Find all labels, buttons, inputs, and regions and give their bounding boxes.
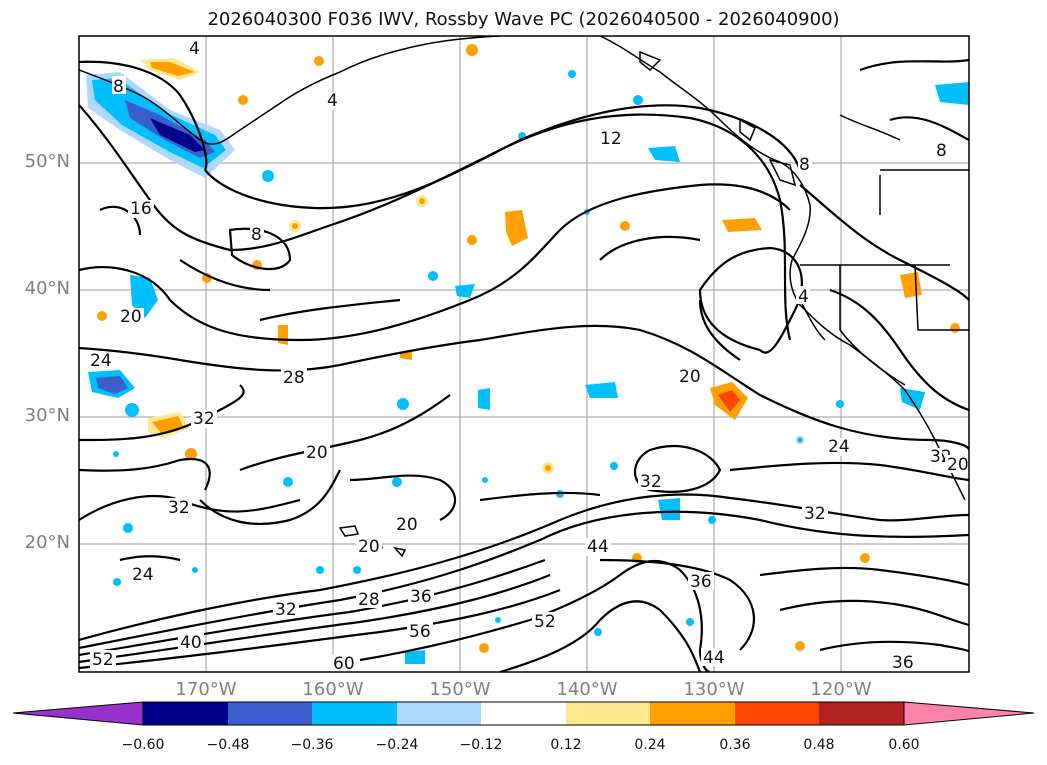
- colorbar-tick-label: −0.60: [121, 737, 165, 753]
- colorbar-segment: [566, 702, 650, 725]
- lat-label: 20°N: [24, 532, 70, 553]
- contour-label: 28: [358, 590, 380, 610]
- map-title: 2026040300 F036 IWV, Rossby Wave PC (202…: [207, 9, 840, 30]
- colorbar-segment: [819, 702, 904, 725]
- contour-label: 36: [410, 587, 432, 607]
- iwv-contours: [79, 58, 969, 672]
- contour-label: 36: [892, 653, 914, 673]
- colorbar-tick-label: 0.48: [803, 737, 835, 753]
- contour-label: 24: [132, 565, 154, 585]
- colorbar-segment: [650, 702, 735, 725]
- lon-label: 120°W: [810, 679, 872, 700]
- contour-label: 8: [251, 225, 262, 245]
- colorbar-max-extend: [903, 701, 1035, 726]
- contour-label: 60: [333, 654, 355, 674]
- lat-label: 40°N: [24, 278, 70, 299]
- contour-label: 32: [275, 600, 297, 620]
- colorbar-tick-label: −0.36: [290, 737, 334, 753]
- anomaly-patches: [86, 44, 969, 664]
- lon-label: 160°W: [302, 679, 364, 700]
- lon-label: 140°W: [556, 679, 618, 700]
- contour-label: 56: [409, 622, 431, 642]
- contour-label: 32: [804, 504, 826, 524]
- colorbar-segment: [312, 702, 397, 725]
- contour-label: 36: [690, 572, 712, 592]
- gridlines: [79, 36, 969, 672]
- colorbar-segment: [143, 702, 228, 725]
- contour-label: 32: [168, 498, 190, 518]
- map-frame: [78, 35, 970, 673]
- lon-label: 170°W: [175, 679, 237, 700]
- contour-label: 8: [113, 77, 124, 97]
- lat-label: 30°N: [24, 405, 70, 426]
- contour-label: 12: [600, 129, 622, 149]
- colorbar-tick-label: −0.12: [459, 737, 503, 753]
- contour-label: 20: [306, 443, 328, 463]
- contour-label: 20: [358, 537, 380, 557]
- colorbar-segment: [481, 702, 566, 725]
- colorbar-tick-label: 0.12: [550, 737, 582, 753]
- contour-label: 52: [534, 612, 556, 632]
- contour-label: 52: [92, 650, 114, 670]
- contour-label: 40: [180, 633, 202, 653]
- coastlines: [79, 36, 969, 558]
- colorbar-tick-label: 0.60: [888, 737, 920, 753]
- colorbar-tick-label: −0.48: [206, 737, 250, 753]
- contour-label: 8: [799, 155, 810, 175]
- colorbar-tick-label: 0.24: [634, 737, 666, 753]
- contour-label: 4: [327, 91, 338, 111]
- contour-label: 24: [90, 351, 112, 371]
- contour-label: 20: [120, 307, 142, 327]
- contour-label: 20: [396, 515, 418, 535]
- contour-label: 24: [828, 437, 850, 457]
- colorbar-segment: [228, 702, 312, 725]
- contour-label: 32: [193, 409, 215, 429]
- colorbar-min-extend: [12, 701, 144, 726]
- lon-label: 130°W: [683, 679, 745, 700]
- contour-label: 4: [798, 287, 809, 307]
- contour-label: 8: [936, 141, 947, 161]
- contour-label: 20: [947, 455, 969, 475]
- colorbar-segment: [735, 702, 819, 725]
- contour-labels: 4 4 8 8 8 8 12 16 20 20 20 20 20 24 24 2…: [88, 38, 969, 674]
- contour-label: 32: [640, 472, 662, 492]
- contour-label: 44: [587, 537, 609, 557]
- lon-label: 150°W: [429, 679, 491, 700]
- colorbar-tick-label: −0.24: [375, 737, 419, 753]
- contour-label: 16: [130, 199, 152, 219]
- contour-label: 28: [283, 368, 305, 388]
- colorbar-tick-label: 0.36: [719, 737, 751, 753]
- lat-label: 50°N: [24, 151, 70, 172]
- contour-label: 4: [189, 39, 200, 59]
- contour-label: 20: [679, 367, 701, 387]
- colorbar: [12, 701, 1035, 726]
- contour-label: 44: [703, 648, 725, 668]
- colorbar-segment: [397, 702, 481, 725]
